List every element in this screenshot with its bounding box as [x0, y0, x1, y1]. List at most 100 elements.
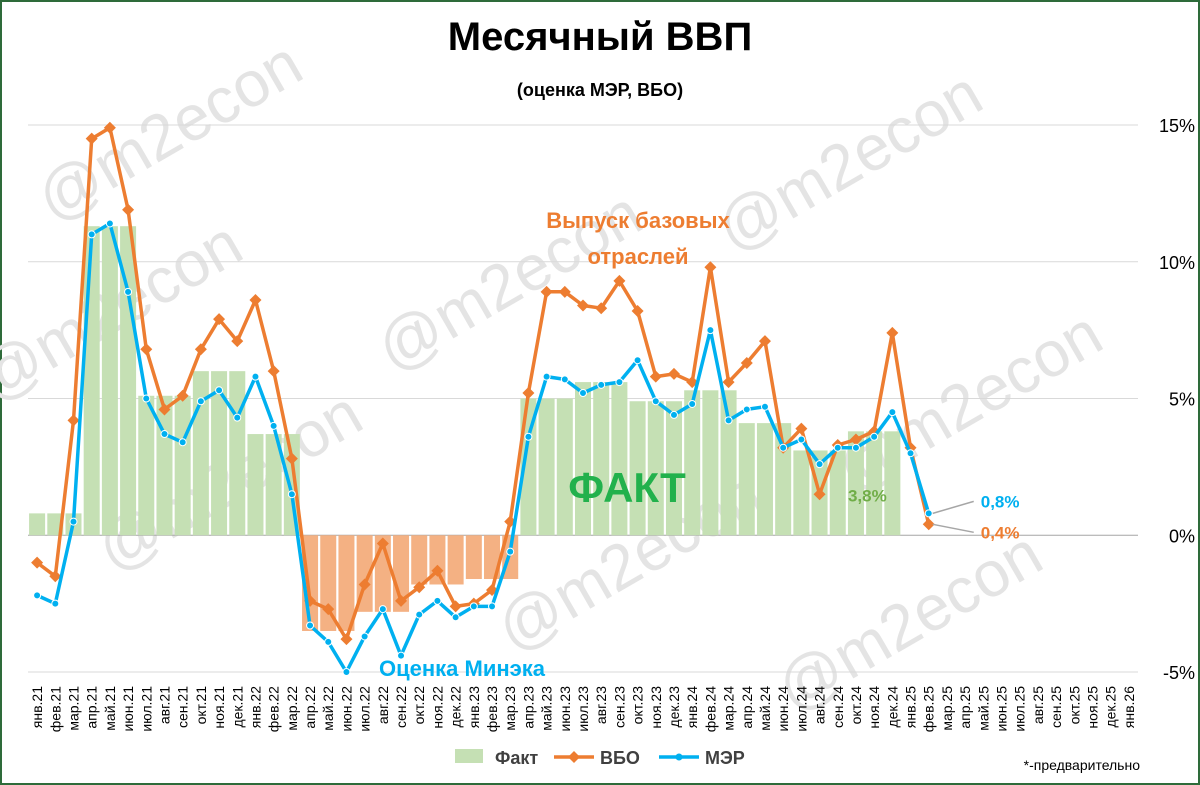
marker: [67, 414, 80, 427]
bar: [847, 431, 864, 536]
x-tick-label: апр.22: [302, 686, 318, 729]
marker: [140, 343, 153, 356]
marker: [395, 594, 408, 607]
marker: [231, 335, 244, 348]
marker: [595, 302, 608, 315]
marker: [560, 375, 569, 384]
x-tick-label: мар.22: [284, 686, 300, 731]
y-tick-label: 5%: [1169, 390, 1195, 410]
bar: [793, 450, 810, 536]
y-tick-label: 15%: [1159, 116, 1195, 136]
marker: [488, 602, 497, 611]
marker: [340, 633, 353, 646]
legend-swatch: [568, 751, 580, 763]
marker: [886, 326, 899, 339]
line: [36, 221, 931, 674]
marker: [851, 443, 860, 452]
bar: [866, 431, 883, 536]
x-tick-label: ноя.25: [1085, 686, 1101, 729]
bar: [411, 535, 428, 585]
marker: [249, 294, 262, 307]
marker: [688, 399, 697, 408]
bar: [647, 401, 664, 536]
x-tick-label: июл.21: [138, 686, 154, 732]
x-tick-label: апр.23: [520, 686, 536, 729]
x-tick-label: авг.21: [156, 686, 172, 724]
data-label: 0,8%: [981, 492, 1020, 511]
marker: [649, 370, 662, 383]
marker: [431, 564, 444, 577]
marker: [306, 621, 315, 630]
bar: [338, 535, 355, 631]
bar: [574, 382, 592, 536]
marker: [633, 356, 642, 365]
x-tick-label: апр.25: [957, 686, 973, 729]
bar: [447, 535, 464, 585]
marker: [522, 387, 535, 400]
x-tick-label: янв.23: [466, 686, 482, 728]
x-tick-label: сен.23: [611, 686, 627, 728]
bar: [229, 371, 246, 536]
x-tick-label: июн.24: [775, 686, 791, 732]
x-tick-label: июн.23: [557, 686, 573, 732]
marker: [542, 372, 551, 381]
marker: [233, 413, 242, 422]
marker: [69, 517, 78, 526]
marker: [378, 605, 387, 614]
x-tick-label: фев.23: [484, 686, 500, 732]
bar: [120, 226, 137, 536]
marker: [176, 389, 189, 402]
x-tick-label: мар.23: [502, 686, 518, 731]
x-tick-label: авг.22: [375, 686, 391, 724]
marker: [322, 603, 335, 616]
x-tick-label: ноя.23: [648, 686, 664, 729]
x-tick-label: май.24: [757, 686, 773, 731]
marker: [251, 372, 260, 381]
marker: [706, 326, 715, 335]
x-tick-label: июл.25: [1012, 686, 1028, 732]
marker: [760, 402, 769, 411]
marker: [433, 596, 442, 605]
marker: [524, 432, 533, 441]
bar: [174, 395, 191, 536]
x-tick-label: июн.22: [338, 686, 354, 732]
note: *-предварительно: [1024, 757, 1141, 773]
bar: [265, 434, 282, 536]
marker: [158, 403, 171, 416]
marker: [160, 430, 169, 439]
marker: [397, 651, 406, 660]
bar: [702, 390, 719, 536]
marker: [849, 433, 862, 446]
bar: [83, 226, 100, 536]
x-tick-label: сен.21: [175, 686, 191, 728]
bar: [538, 398, 555, 536]
marker: [724, 416, 733, 425]
x-tick-label: ноя.21: [211, 686, 227, 729]
legend-swatch: [455, 749, 483, 763]
marker: [105, 219, 114, 228]
marker: [669, 410, 678, 419]
annotation: ФАКТ: [568, 464, 686, 511]
marker: [615, 378, 624, 387]
bar: [593, 382, 610, 536]
bar: [884, 431, 901, 536]
legend-label: Факт: [495, 748, 538, 768]
x-tick-label: авг.23: [593, 686, 609, 724]
marker: [287, 490, 296, 499]
bar: [465, 535, 482, 580]
marker: [358, 578, 371, 591]
x-tick-label: янв.25: [903, 686, 919, 728]
marker: [33, 591, 42, 600]
marker: [815, 460, 824, 469]
x-tick-label: окт.23: [630, 686, 646, 725]
x-tick-label: июн.21: [120, 686, 136, 732]
leader-line: [932, 523, 974, 534]
x-tick-label: янв.24: [684, 686, 700, 728]
x-tick-label: янв.26: [1121, 686, 1137, 728]
marker: [795, 422, 808, 435]
x-tick-label: мар.24: [721, 686, 737, 731]
marker: [906, 449, 915, 458]
x-tick-label: май.25: [975, 686, 991, 731]
x-tick-label: ноя.24: [866, 686, 882, 729]
x-tick-label: сен.22: [393, 686, 409, 728]
